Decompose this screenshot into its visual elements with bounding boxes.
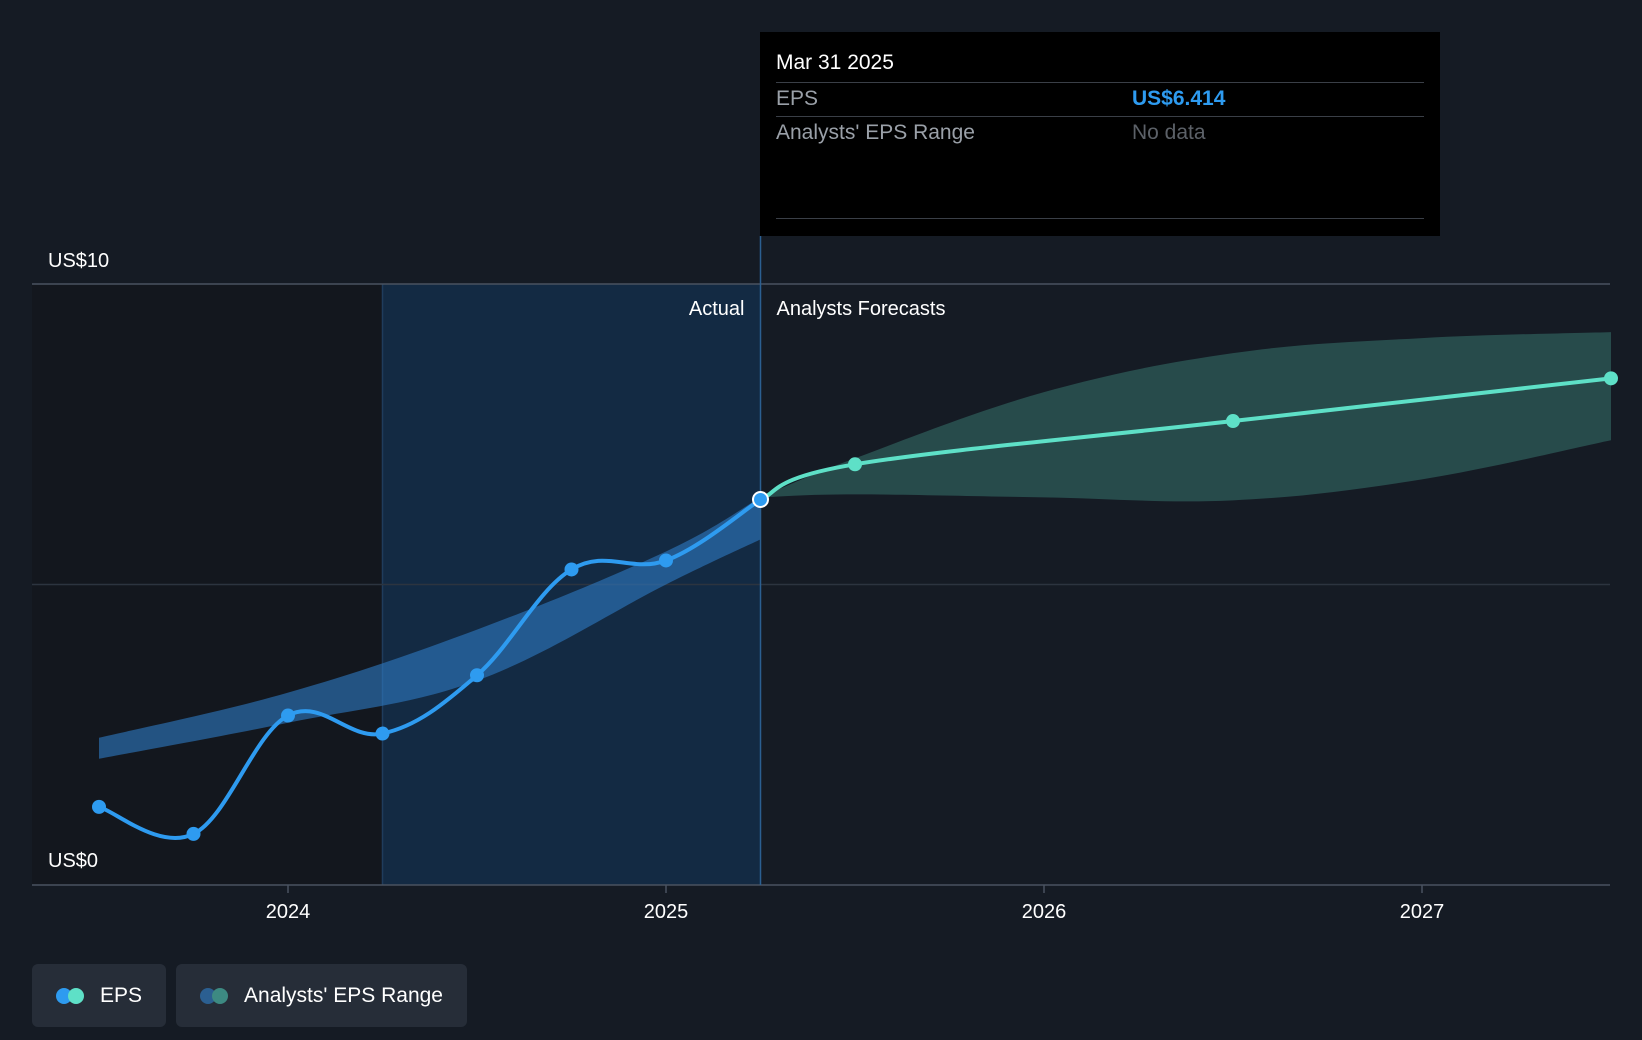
legend-range-label: Analysts' EPS Range: [244, 983, 443, 1007]
legend-eps-dot-forecast: [68, 987, 84, 1004]
tooltip-range-value: No data: [1132, 121, 1206, 144]
x-tick-label-2027: 2027: [1400, 901, 1445, 923]
legend-eps-range[interactable]: Analysts' EPS Range: [176, 964, 467, 1027]
tooltip-eps-label: EPS: [776, 87, 819, 110]
eps-point-forecast-3[interactable]: [1604, 371, 1618, 386]
eps-range-band-actual: [99, 497, 761, 759]
eps-point-forecast-2[interactable]: [1226, 414, 1240, 429]
tooltip-row-eps: EPS US$6.414: [776, 82, 1424, 116]
legend-range-swatch: [200, 987, 230, 1004]
legend-range-dot-forecast: [212, 987, 229, 1004]
actual-region-label: Actual: [689, 298, 745, 320]
y-tick-label-max: US$10: [48, 250, 109, 272]
x-tick-label-2026: 2026: [1022, 901, 1067, 923]
eps-point-actual-7[interactable]: [752, 491, 769, 509]
tooltip-date: Mar 31 2025: [776, 51, 894, 74]
legend-eps-swatch: [56, 987, 86, 1004]
eps-point-actual-3[interactable]: [375, 726, 390, 741]
eps-point-forecast-1[interactable]: [848, 457, 862, 472]
eps-point-actual-0[interactable]: [92, 799, 106, 814]
eps-line-forecast: [758, 376, 1613, 502]
x-tick-label-2024: 2024: [266, 901, 311, 923]
eps-point-actual-2[interactable]: [281, 708, 295, 723]
tooltip: Mar 31 2025 EPS US$6.414 Analysts' EPS R…: [760, 32, 1440, 236]
eps-point-actual-6[interactable]: [659, 553, 673, 568]
y-tick-label-min: US$0: [48, 850, 98, 872]
legend-eps[interactable]: EPS: [32, 964, 167, 1027]
eps-point-actual-4[interactable]: [470, 668, 484, 683]
tooltip-eps-value: US$6.414: [1132, 87, 1226, 110]
tooltip-range-label: Analysts' EPS Range: [776, 121, 975, 144]
tooltip-divider: [776, 218, 1424, 219]
eps-point-actual-5[interactable]: [564, 562, 579, 577]
forecast-region-label: Analysts Forecasts: [777, 298, 946, 320]
eps-line-actual: [97, 497, 763, 840]
x-tick-label-2025: 2025: [644, 901, 689, 923]
tooltip-row-range: Analysts' EPS Range No data: [776, 116, 1424, 150]
legend: EPS Analysts' EPS Range: [32, 964, 467, 1027]
eps-point-actual-1[interactable]: [186, 826, 201, 841]
legend-eps-label: EPS: [100, 983, 143, 1007]
eps-range-band-forecast: [760, 332, 1611, 502]
